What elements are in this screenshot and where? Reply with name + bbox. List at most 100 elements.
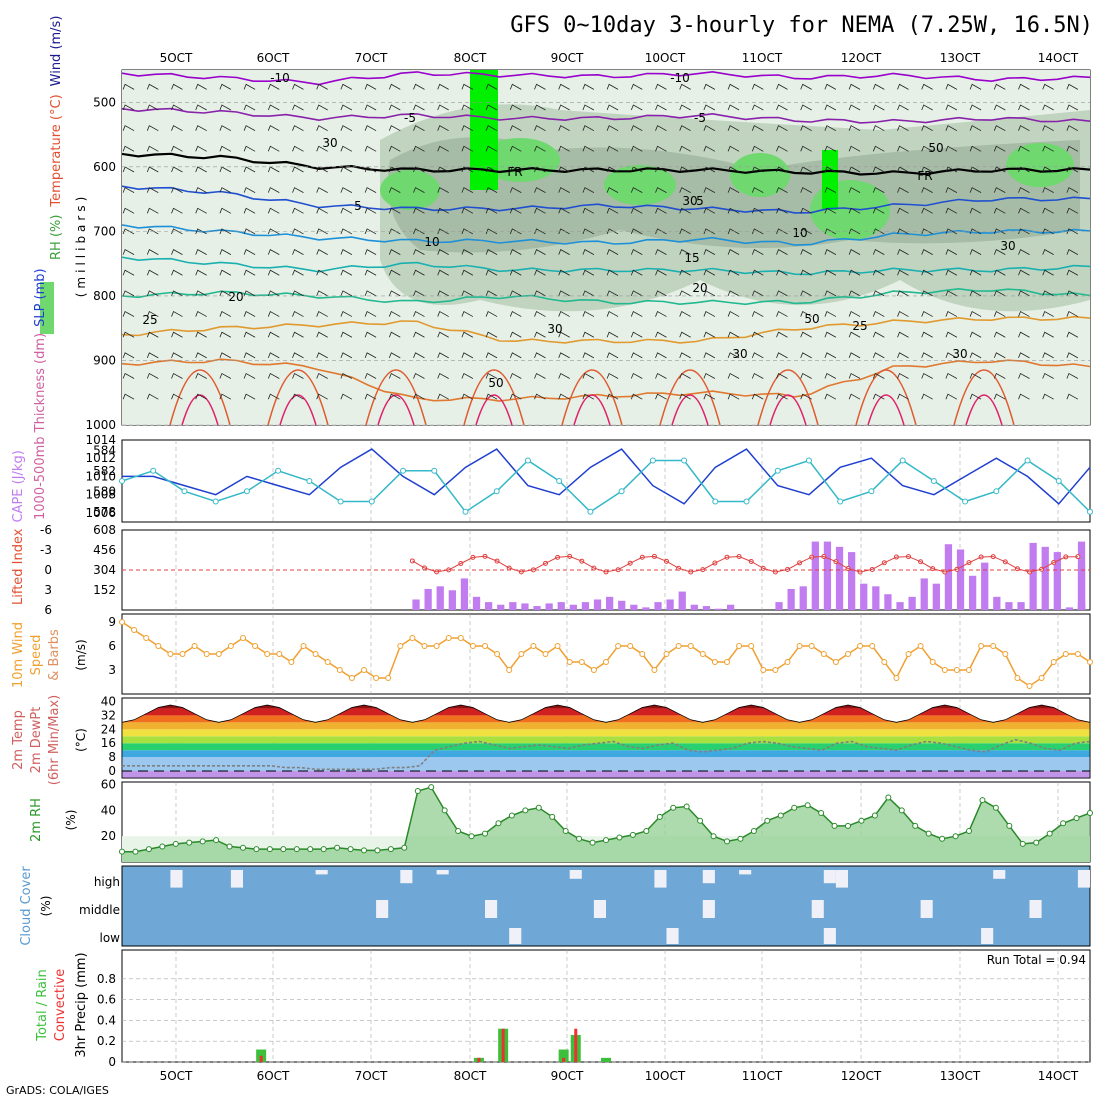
wind-barb xyxy=(848,125,861,132)
slp-tick-label: 1014 xyxy=(85,433,116,447)
wind-barb xyxy=(316,207,328,214)
wind-barb xyxy=(727,269,740,276)
thickness-line xyxy=(121,459,1091,513)
cloud-level-label: low xyxy=(100,931,121,945)
cape-bar xyxy=(775,602,783,610)
wind-barb xyxy=(630,187,643,193)
rh-line-point xyxy=(226,843,233,850)
wind-barb xyxy=(872,372,885,379)
isotherm-line xyxy=(122,152,1090,176)
rh-line-point xyxy=(562,828,569,835)
wind-barb xyxy=(655,228,667,235)
top-x-tick-label: 12OCT xyxy=(841,51,882,65)
rh-line-point xyxy=(979,797,986,804)
wind-barb xyxy=(993,125,1006,132)
isotherm-label: 15 xyxy=(684,251,699,265)
wind-barb xyxy=(388,249,401,255)
wind-barb xyxy=(461,310,474,317)
cape-bar xyxy=(860,583,868,610)
wind-barb xyxy=(171,125,183,132)
wind-barb xyxy=(388,187,401,193)
wind-speed-line-point xyxy=(288,659,295,665)
wind-barb xyxy=(461,83,474,90)
wind-barb xyxy=(364,125,377,132)
wind-barb xyxy=(800,331,812,338)
wind-barb xyxy=(679,145,691,152)
thickness-line-point xyxy=(712,498,719,505)
wind-barb xyxy=(800,104,812,111)
wind-barb xyxy=(824,393,837,400)
wind-speed-line-point xyxy=(1062,651,1069,657)
top-x-tick-label: 9OCT xyxy=(551,51,584,65)
rh-line-point xyxy=(387,846,394,853)
isotherm-dome xyxy=(463,369,525,425)
wind-barb xyxy=(171,145,183,152)
wind-tick-label: 6 xyxy=(108,639,116,653)
wind-barb xyxy=(340,104,353,111)
wind-speed-line-point xyxy=(990,643,997,649)
wind-barb xyxy=(945,290,958,297)
temp-tick-label: 24 xyxy=(101,722,116,736)
thickness-line-point xyxy=(1087,508,1093,515)
wind-barb xyxy=(267,207,280,214)
wind-barb xyxy=(1042,166,1054,173)
cape-bar xyxy=(424,588,432,610)
wind-barb xyxy=(1042,187,1054,193)
precip-tick-label: 0.4 xyxy=(97,1013,116,1027)
wind-barb xyxy=(969,104,982,111)
wind-barb xyxy=(340,310,353,317)
wind-barb xyxy=(340,352,353,359)
wind-barb xyxy=(509,393,522,400)
wind-speed-line-point xyxy=(264,651,271,657)
top-x-tick-label: 5OCT xyxy=(160,51,193,65)
wind-barb xyxy=(582,249,595,255)
wind-barb xyxy=(219,125,232,132)
wind-barb xyxy=(509,269,522,276)
wind-barb xyxy=(461,290,474,297)
wind-barb xyxy=(1018,393,1030,400)
wind-barb xyxy=(945,352,958,359)
wind-ylabel-units: (m/s) xyxy=(74,639,88,670)
rh-line-point xyxy=(1033,839,1040,846)
rh-line-point xyxy=(549,813,556,820)
wind-barb xyxy=(727,249,740,255)
cloud-high-block xyxy=(315,870,328,875)
wind-barb xyxy=(122,372,135,379)
rh-line-point xyxy=(885,794,892,801)
wind-barb xyxy=(388,125,401,132)
wind-speed-line-point xyxy=(1038,675,1045,681)
precip-total-bar xyxy=(558,1049,569,1062)
wind-barb xyxy=(219,187,232,193)
cloud-high-block xyxy=(1077,870,1090,888)
temp-band xyxy=(122,722,1090,730)
wind-barb xyxy=(292,187,304,193)
wind-barb xyxy=(461,331,474,338)
wind-barb xyxy=(727,228,740,235)
wind-barb xyxy=(1018,372,1030,379)
wind-barb xyxy=(630,352,643,359)
pressure-tick-label: 500 xyxy=(93,95,116,109)
wind-barb xyxy=(388,207,401,214)
rh-line-point xyxy=(818,809,825,816)
wind-barb xyxy=(171,104,183,111)
cape-bar xyxy=(533,606,541,610)
isotherm-dome xyxy=(573,394,611,425)
isotherm-label: 20 xyxy=(228,290,243,304)
wind-barb xyxy=(340,290,353,297)
wind-speed-line-point xyxy=(566,659,573,665)
rh-line-point xyxy=(253,846,260,853)
isotherm-label: 5 xyxy=(354,199,362,213)
rh-area-dark xyxy=(388,137,1080,253)
wind-barb xyxy=(267,331,280,338)
rh-line-point xyxy=(670,804,677,811)
cape-bar xyxy=(460,578,469,610)
wind-barb xyxy=(171,290,183,297)
wind-barb xyxy=(727,187,740,193)
rh-line-point xyxy=(710,833,717,840)
wind-speed-line-point xyxy=(603,659,609,665)
wind-barb xyxy=(195,125,207,132)
rh-shading xyxy=(122,70,1090,425)
wind-barb xyxy=(509,104,522,111)
wind-barb xyxy=(606,393,619,400)
wind-barb xyxy=(703,228,716,235)
